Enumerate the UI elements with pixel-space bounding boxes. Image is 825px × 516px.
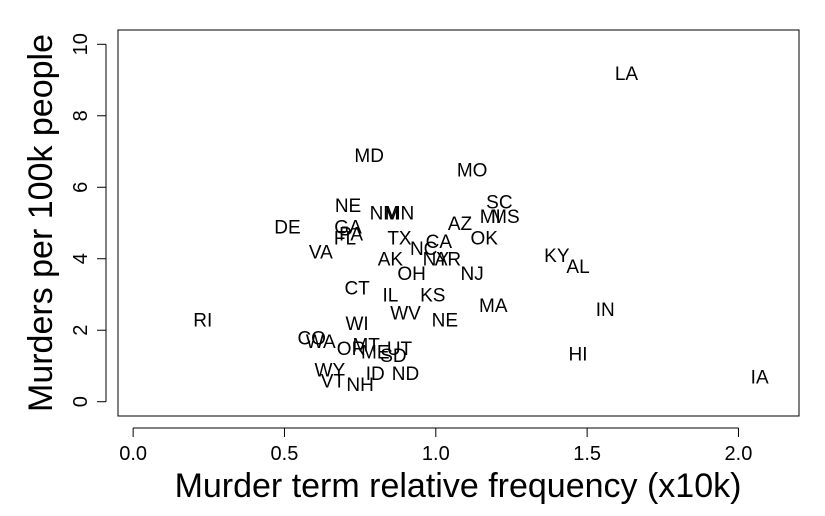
point-label-la: LA bbox=[615, 64, 639, 85]
point-label-ma: MA bbox=[479, 296, 508, 317]
y-tick-label: 4 bbox=[70, 253, 92, 264]
point-label-il: IL bbox=[382, 285, 398, 306]
point-label-co: CO bbox=[297, 328, 326, 349]
point-label-mn: MN bbox=[385, 203, 415, 224]
point-label-nh: NH bbox=[346, 375, 373, 396]
point-label-wa: WA bbox=[306, 332, 336, 353]
point-label-nd: ND bbox=[392, 364, 419, 385]
point-label-ms: MS bbox=[491, 207, 520, 228]
point-label-md: MD bbox=[354, 146, 384, 167]
point-label-fl: FL bbox=[334, 228, 356, 249]
x-tick-label: 0.5 bbox=[271, 443, 299, 465]
point-label-in: IN bbox=[596, 300, 615, 321]
point-label-mo: MO bbox=[457, 160, 488, 181]
y-tick-label: 0 bbox=[70, 396, 92, 407]
point-label-vt: VT bbox=[321, 371, 346, 392]
point-label-mt: MT bbox=[352, 336, 380, 357]
point-label-ut: UT bbox=[387, 339, 413, 360]
point-label-sc: SC bbox=[486, 193, 512, 214]
y-tick-label: 10 bbox=[70, 33, 92, 55]
point-label-wv: WV bbox=[390, 303, 421, 324]
y-tick-label: 8 bbox=[70, 110, 92, 121]
point-label-va: VA bbox=[309, 243, 333, 264]
point-label-id: ID bbox=[366, 364, 385, 385]
point-label-pa: PA bbox=[339, 225, 363, 246]
point-label-ar: AR bbox=[435, 250, 461, 271]
x-axis-title: Murder term relative frequency (x10k) bbox=[175, 467, 742, 505]
point-label-nm: NM bbox=[370, 203, 400, 224]
point-label-wi: WI bbox=[345, 314, 368, 335]
point-label-ga: GA bbox=[334, 218, 362, 239]
point-label-de: DE bbox=[274, 218, 300, 239]
x-tick-label: 0.0 bbox=[119, 443, 147, 465]
x-tick-label: 2.0 bbox=[725, 443, 753, 465]
point-label-or: OR bbox=[337, 339, 366, 360]
point-label-ct: CT bbox=[344, 278, 370, 299]
y-tick-label: 6 bbox=[70, 182, 92, 193]
x-tick-label: 1.5 bbox=[573, 443, 601, 465]
point-label-ny: NY bbox=[423, 250, 450, 271]
point-label-ky: KY bbox=[544, 246, 570, 267]
point-label-al: AL bbox=[566, 257, 589, 278]
point-label-nj: NJ bbox=[461, 264, 484, 285]
point-label-mi: MI bbox=[480, 207, 501, 228]
point-label-ks: KS bbox=[420, 285, 445, 306]
point-label-ak: AK bbox=[378, 250, 404, 271]
x-axis: 0.0 0.5 1.0 1.5 2.0 bbox=[119, 427, 753, 465]
point-label-ca: CA bbox=[426, 232, 453, 253]
point-label-hi: HI bbox=[569, 344, 588, 365]
y-axis-title: Murders per 100k people bbox=[22, 34, 60, 412]
point-label-sd: SD bbox=[380, 346, 406, 367]
point-label-tx: TX bbox=[387, 228, 412, 249]
point-label-ia: IA bbox=[751, 368, 769, 389]
point-label-oh: OH bbox=[397, 264, 426, 285]
point-label-wy: WY bbox=[315, 361, 346, 382]
point-label-ne: NE bbox=[335, 196, 361, 217]
point-label-ok: OK bbox=[471, 228, 499, 249]
plot-frame bbox=[117, 29, 800, 417]
point-label-az: AZ bbox=[448, 214, 473, 235]
point-label-ri: RI bbox=[193, 311, 212, 332]
point-label-me: ME bbox=[361, 343, 390, 364]
y-axis: 0 2 4 6 8 10 bbox=[70, 33, 107, 407]
point-label-nc: NC bbox=[410, 239, 437, 260]
x-tick-label: 1.0 bbox=[422, 443, 450, 465]
y-tick-label: 2 bbox=[70, 325, 92, 336]
point-label-ne: NE bbox=[432, 311, 458, 332]
